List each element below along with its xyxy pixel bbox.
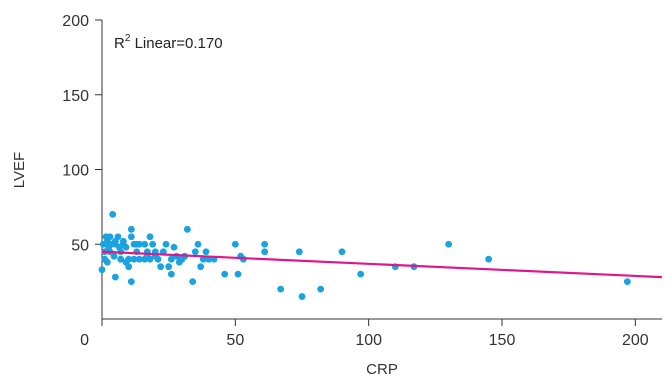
data-point [154, 255, 162, 263]
x-tick-label: 200 [622, 332, 649, 349]
data-point [202, 248, 210, 256]
data-point [295, 248, 303, 256]
data-point [122, 243, 130, 251]
data-point [357, 270, 365, 278]
data-point [98, 266, 106, 274]
data-point [110, 252, 118, 260]
data-point [127, 233, 135, 241]
data-point [231, 240, 239, 248]
data-point [119, 237, 127, 245]
y-axis-title: LVEF [11, 152, 28, 188]
data-point [117, 255, 125, 263]
data-point [162, 240, 170, 248]
data-point [183, 225, 191, 233]
data-point [103, 258, 111, 266]
y-tick-label: 200 [62, 13, 89, 30]
data-point [127, 278, 135, 286]
data-point [277, 285, 285, 293]
data-point [149, 240, 157, 248]
data-point [135, 255, 143, 263]
x-axis-ticks: 0 50 100 150 200 [80, 319, 649, 349]
data-point [234, 270, 242, 278]
data-point [298, 293, 306, 300]
data-point [191, 248, 199, 256]
data-point [111, 273, 119, 281]
data-point [261, 240, 269, 248]
x-tick-label: 150 [489, 332, 516, 349]
data-point [146, 255, 154, 263]
data-point [114, 233, 122, 241]
data-point [125, 255, 133, 263]
x-tick-label: 100 [355, 332, 382, 349]
data-point [170, 243, 178, 251]
r-squared-superscript: 2 [125, 33, 131, 44]
data-point [165, 263, 173, 271]
r-squared-annotation: R2 Linear=0.170 [114, 33, 223, 52]
data-point [189, 278, 197, 286]
r-squared-text: Linear=0.170 [130, 35, 222, 52]
data-point [197, 263, 205, 271]
data-point [135, 240, 143, 248]
data-point [445, 240, 453, 248]
linear-fit-line [101, 250, 663, 279]
data-point [157, 263, 165, 271]
data-point [109, 210, 117, 218]
x-tick-label: 50 [226, 332, 244, 349]
y-tick-label: 50 [71, 237, 89, 254]
y-axis-ticks: 50 100 150 200 [62, 13, 102, 254]
y-tick-label: 150 [62, 88, 89, 105]
data-point [146, 233, 154, 241]
y-tick-label: 100 [62, 163, 89, 180]
data-point [317, 285, 325, 293]
data-point [623, 278, 631, 286]
data-point [127, 225, 135, 233]
data-point [485, 255, 493, 263]
x-tick-label: 0 [80, 332, 89, 349]
data-point [130, 255, 138, 263]
x-axis-title: CRP [366, 361, 398, 378]
data-point [194, 240, 202, 248]
r-squared-prefix: R [114, 35, 125, 52]
data-point [338, 248, 346, 256]
data-point [261, 248, 269, 256]
data-point [141, 240, 149, 248]
data-point [106, 233, 114, 241]
data-point [221, 270, 229, 278]
data-point [167, 255, 175, 263]
data-point [167, 270, 175, 278]
data-point [125, 263, 133, 271]
